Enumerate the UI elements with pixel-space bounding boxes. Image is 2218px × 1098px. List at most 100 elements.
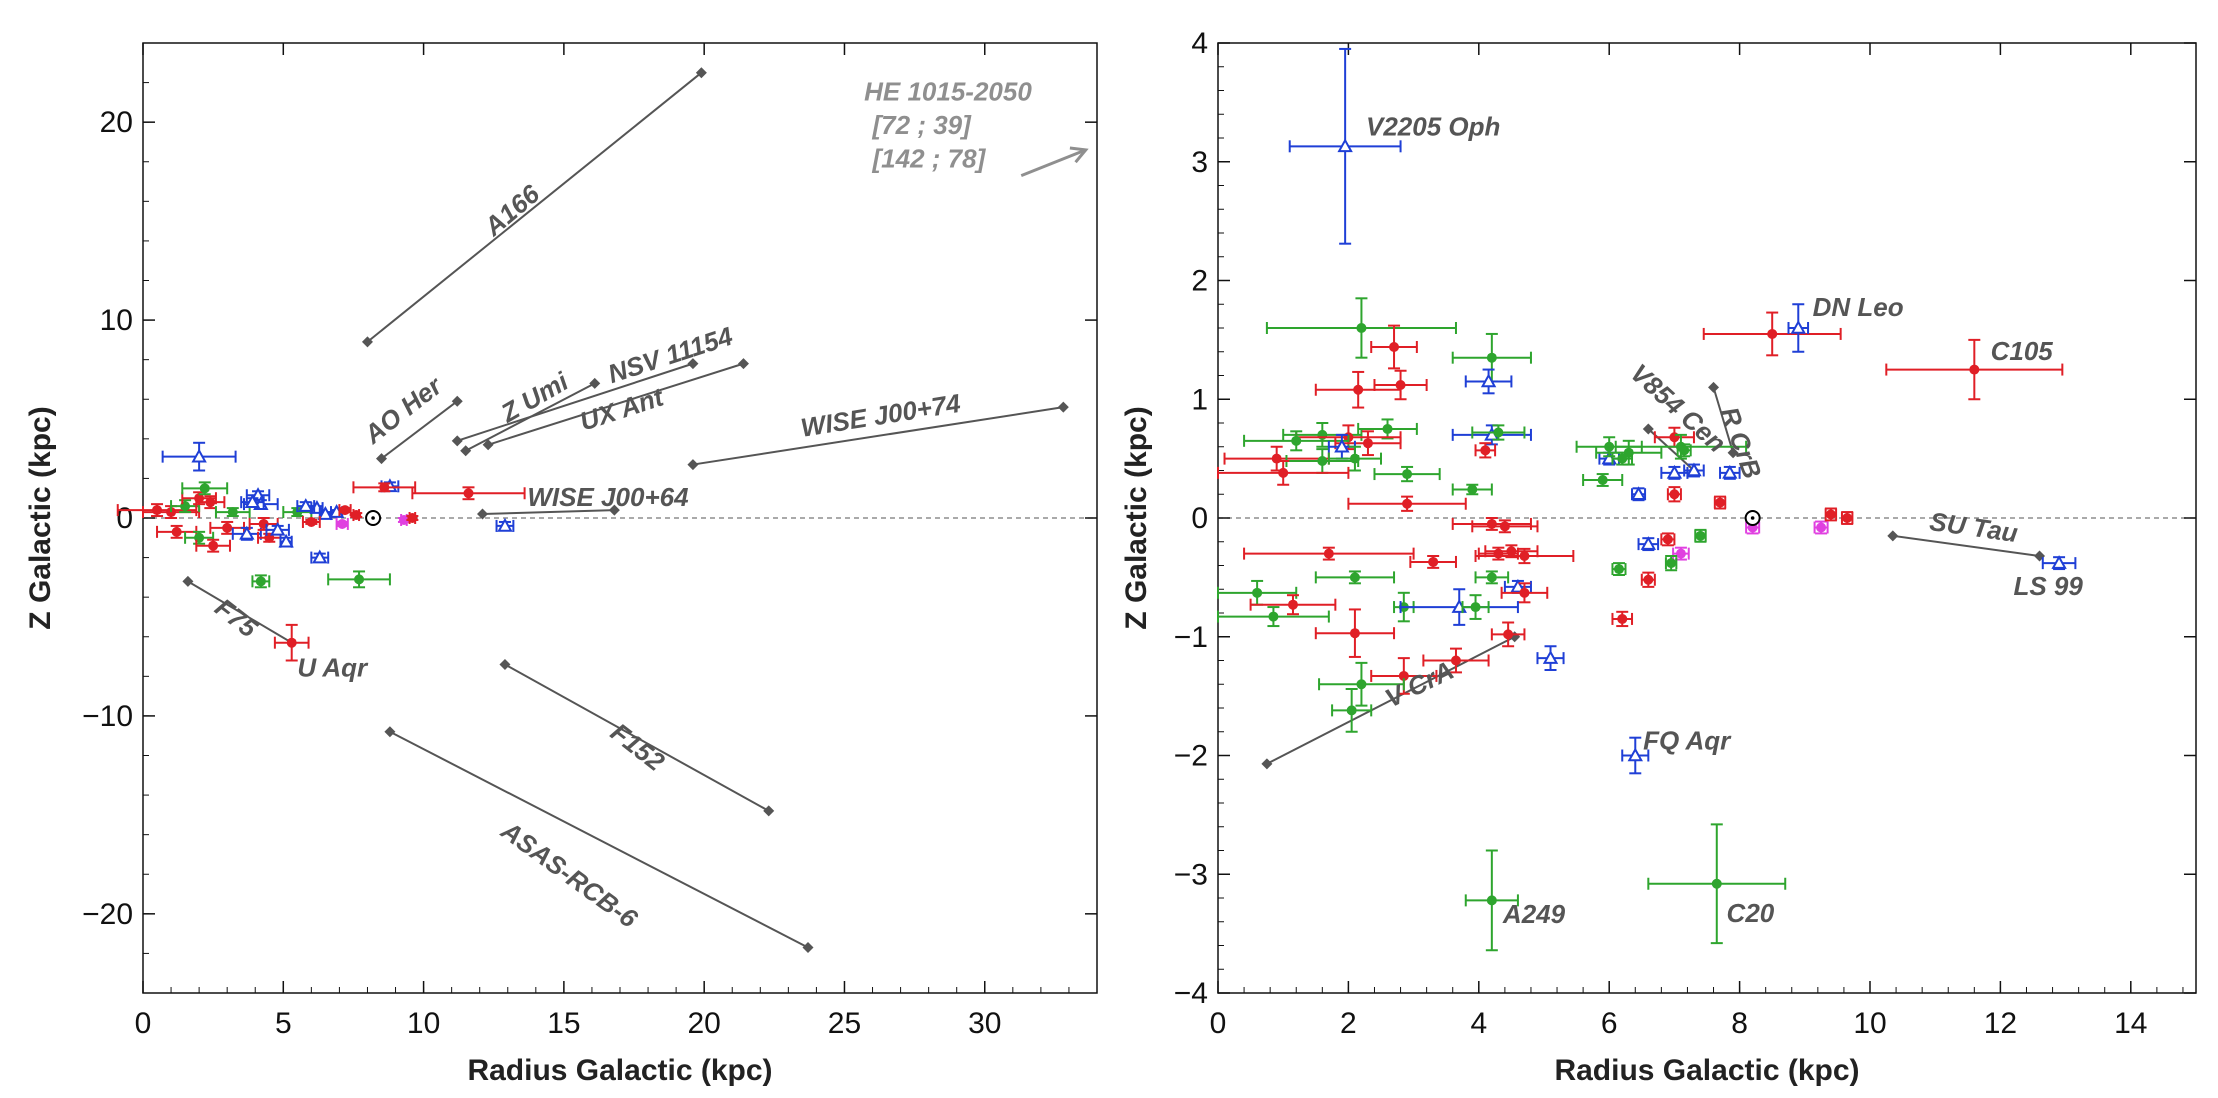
segment-endpoint xyxy=(608,504,620,516)
data-point xyxy=(1271,453,1282,464)
x-axis-title: Radius Galactic (kpc) xyxy=(467,1054,772,1087)
orbit-segment xyxy=(482,509,615,516)
y-tick-label: 2 xyxy=(1191,265,1208,298)
segment-endpoint xyxy=(1708,381,1720,393)
data-point xyxy=(1503,629,1514,640)
y-tick-label: −20 xyxy=(82,898,133,931)
data-point xyxy=(1486,572,1497,583)
star-label: AO Her xyxy=(358,370,449,451)
x-tick-label: 4 xyxy=(1470,1007,1487,1040)
data-point xyxy=(1382,423,1393,434)
segment-endpoint xyxy=(1261,758,1273,770)
star-label: A249 xyxy=(1502,899,1566,929)
orbit-segment xyxy=(1647,428,1695,472)
data-point-triangle xyxy=(191,448,207,463)
segment-endpoint xyxy=(687,358,699,370)
data-point xyxy=(1617,613,1628,624)
segment-endpoint xyxy=(1642,423,1654,435)
data-point xyxy=(351,510,362,521)
data-point xyxy=(1669,489,1680,500)
segment-endpoint xyxy=(451,435,463,447)
data-point xyxy=(1679,445,1690,456)
star-label: V2205 Oph xyxy=(1366,112,1500,142)
data-point xyxy=(1519,551,1530,561)
y-tick-label: 4 xyxy=(1191,27,1208,60)
data-point xyxy=(1669,432,1680,443)
segment-endpoint xyxy=(695,67,707,79)
x-axis-title: Radius Galactic (kpc) xyxy=(1554,1054,1859,1087)
segment-endpoint xyxy=(460,445,472,457)
star-label: LS 99 xyxy=(2013,571,2083,601)
data-point xyxy=(1597,475,1608,485)
x-tick-label: 0 xyxy=(1210,1007,1227,1040)
star-label: ASAS-RCB-6 xyxy=(495,815,644,934)
x-tick-label: 2 xyxy=(1340,1007,1357,1040)
data-point-triangle xyxy=(317,505,334,520)
data-point xyxy=(208,540,219,551)
data-point xyxy=(1825,509,1836,520)
orbit-segment xyxy=(504,663,770,812)
data-point xyxy=(1486,518,1497,529)
segment-endpoint xyxy=(482,439,494,451)
data-point-triangle xyxy=(2051,555,2067,569)
data-point xyxy=(222,522,233,533)
data-point xyxy=(1349,628,1360,639)
data-point xyxy=(1695,530,1706,541)
y-tick-label: −10 xyxy=(82,700,133,733)
data-point-triangle xyxy=(239,525,255,540)
data-point xyxy=(227,507,238,518)
y-tick-label: 3 xyxy=(1191,146,1208,179)
star-label: C20 xyxy=(1727,898,1775,928)
x-tick-label: 12 xyxy=(1984,1007,2017,1040)
data-point xyxy=(398,514,409,525)
data-point xyxy=(1643,574,1654,585)
data-point xyxy=(286,637,297,648)
orbit-segment xyxy=(380,400,458,460)
data-point xyxy=(1613,564,1624,575)
y-tick-label: −3 xyxy=(1174,858,1208,891)
data-point xyxy=(1816,522,1827,533)
data-point xyxy=(407,513,418,523)
data-point-triangle xyxy=(1542,650,1559,664)
orbit-segment xyxy=(187,580,293,644)
data-point xyxy=(1519,587,1530,598)
y-tick-label: 20 xyxy=(100,106,133,139)
data-point xyxy=(1268,611,1279,622)
x-tick-label: 10 xyxy=(407,1007,440,1040)
data-point xyxy=(1486,895,1497,906)
orbit-segment xyxy=(1266,635,1516,765)
data-point xyxy=(1842,513,1853,523)
data-point xyxy=(1349,572,1360,583)
data-point xyxy=(337,518,348,529)
data-point xyxy=(1499,521,1510,532)
data-point-triangle xyxy=(269,521,286,536)
segment-endpoint xyxy=(384,726,396,738)
star-label: C105 xyxy=(1991,336,2054,366)
segment-endpoint xyxy=(589,377,601,389)
orbit-segment xyxy=(1892,534,2040,557)
data-point xyxy=(463,488,474,499)
data-point xyxy=(306,516,317,527)
data-point xyxy=(1389,342,1400,352)
data-point xyxy=(171,526,182,537)
data-point xyxy=(379,482,390,493)
y-tick-label: 10 xyxy=(100,304,133,337)
data-point-triangle xyxy=(1686,462,1702,477)
data-point xyxy=(1486,352,1497,363)
star-label: [72 ; 39] xyxy=(872,110,973,140)
star-label: DN Leo xyxy=(1813,292,1904,322)
data-point-triangle xyxy=(244,494,261,508)
data-point-triangle xyxy=(1722,464,1738,479)
y-tick-label: −1 xyxy=(1174,621,1208,654)
segment-endpoint xyxy=(1057,401,1069,413)
segment-endpoint xyxy=(376,453,387,465)
x-tick-label: 10 xyxy=(1853,1007,1886,1040)
data-point-triangle xyxy=(298,498,314,512)
data-point-triangle xyxy=(1337,138,1353,153)
y-tick-label: −4 xyxy=(1174,977,1208,1010)
offscale-arrow xyxy=(1020,148,1087,177)
star-label: NSV 11154 xyxy=(604,321,737,390)
segment-endpoint xyxy=(763,805,775,817)
